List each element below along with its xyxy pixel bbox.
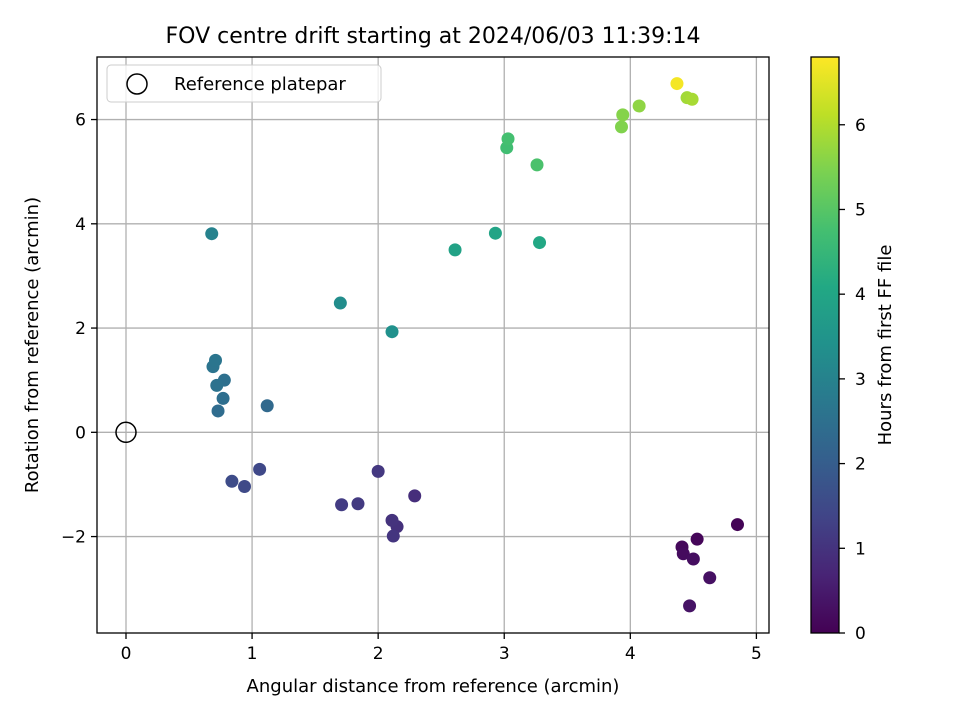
colorbar-gradient bbox=[810, 56, 840, 634]
data-point bbox=[371, 464, 385, 478]
y-tick-label: 6 bbox=[75, 111, 86, 131]
legend: Reference platepar bbox=[106, 64, 382, 103]
data-point bbox=[488, 226, 502, 240]
data-point bbox=[210, 378, 224, 392]
x-tick-label: 3 bbox=[499, 644, 510, 664]
data-point bbox=[408, 489, 422, 503]
legend-marker-icon bbox=[126, 73, 148, 95]
x-axis-ticks: 0 1 2 3 4 5 bbox=[121, 633, 762, 664]
colorbar-label: Hours from first FF file bbox=[875, 245, 896, 446]
data-point bbox=[238, 480, 252, 494]
colorbar-tick-label: 3 bbox=[855, 370, 866, 390]
grid-lines bbox=[97, 57, 769, 633]
x-tick-label: 5 bbox=[751, 644, 762, 664]
data-point bbox=[385, 325, 399, 339]
data-point bbox=[253, 462, 267, 476]
data-point bbox=[448, 243, 462, 257]
chart-title: FOV centre drift starting at 2024/06/03 … bbox=[166, 24, 701, 49]
colorbar-tick-label: 2 bbox=[855, 455, 866, 475]
colorbar-tick-label: 6 bbox=[855, 116, 866, 136]
data-point bbox=[616, 108, 630, 122]
x-tick-label: 4 bbox=[625, 644, 636, 664]
x-tick-label: 0 bbox=[121, 644, 132, 664]
data-point bbox=[690, 532, 704, 546]
colorbar-tick-label: 1 bbox=[855, 539, 866, 559]
plot-frame bbox=[96, 56, 770, 634]
data-point bbox=[501, 132, 515, 146]
data-point bbox=[211, 404, 225, 418]
y-tick-label: −2 bbox=[61, 528, 86, 548]
colorbar: 0 1 2 3 4 5 6 Hours from first FF file bbox=[810, 56, 896, 644]
data-point bbox=[216, 391, 230, 405]
data-point bbox=[632, 99, 646, 113]
data-point bbox=[260, 399, 274, 413]
data-point bbox=[730, 518, 744, 532]
data-point bbox=[683, 599, 697, 613]
y-tick-label: 0 bbox=[75, 423, 86, 443]
y-axis-label: Rotation from reference (arcmin) bbox=[22, 197, 43, 493]
data-point bbox=[685, 92, 699, 106]
colorbar-ticks: 0 1 2 3 4 5 6 bbox=[839, 116, 866, 644]
data-point bbox=[686, 552, 700, 566]
y-axis-ticks: −2 0 2 4 6 bbox=[61, 111, 97, 548]
legend-box bbox=[106, 64, 382, 103]
data-point bbox=[533, 236, 547, 250]
x-axis-label: Angular distance from reference (arcmin) bbox=[247, 676, 620, 697]
data-point bbox=[703, 571, 717, 585]
y-tick-label: 4 bbox=[75, 215, 86, 235]
colorbar-tick-label: 0 bbox=[855, 624, 866, 644]
data-point bbox=[614, 120, 628, 134]
data-point bbox=[335, 498, 349, 512]
x-tick-label: 2 bbox=[373, 644, 384, 664]
data-point bbox=[209, 353, 223, 367]
x-tick-label: 1 bbox=[247, 644, 258, 664]
data-point bbox=[530, 158, 544, 172]
data-points bbox=[205, 77, 744, 613]
data-point bbox=[225, 474, 239, 488]
data-point bbox=[351, 497, 365, 511]
data-point bbox=[205, 227, 219, 241]
y-tick-label: 2 bbox=[75, 319, 86, 339]
colorbar-tick-label: 5 bbox=[855, 200, 866, 220]
data-point bbox=[386, 529, 400, 543]
data-point bbox=[676, 547, 690, 561]
reference-platepar-marker bbox=[115, 421, 137, 444]
colorbar-tick-label: 4 bbox=[855, 285, 866, 305]
data-point bbox=[670, 77, 684, 91]
legend-label: Reference platepar bbox=[174, 74, 346, 95]
data-point bbox=[385, 513, 399, 527]
data-point bbox=[333, 296, 347, 310]
